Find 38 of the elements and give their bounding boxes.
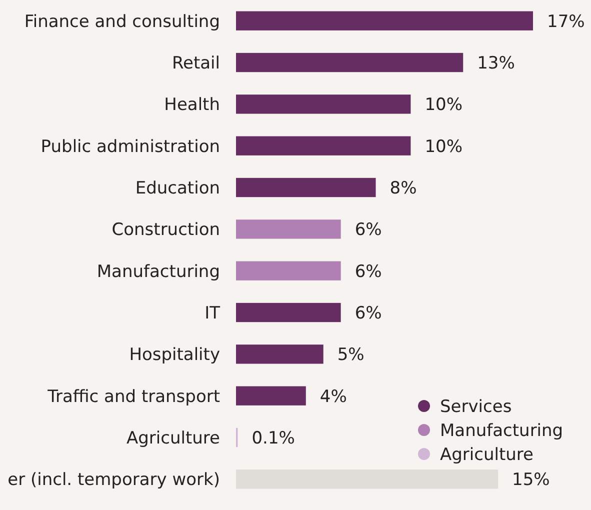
y-tick-label: Construction [112, 220, 220, 240]
bar [236, 136, 411, 156]
legend-label: Agriculture [440, 444, 534, 465]
data-label: 4% [320, 386, 347, 407]
bar [236, 52, 464, 72]
legend-label: Services [440, 396, 512, 417]
bar [236, 178, 376, 198]
data-label: 5% [337, 345, 364, 366]
y-tick-label: Education [135, 178, 220, 198]
data-label: 17% [547, 12, 585, 32]
data-label: 15% [512, 470, 550, 490]
data-label: 8% [390, 178, 417, 198]
bar [236, 386, 306, 406]
bar [236, 261, 341, 280]
y-tick-label: Health [164, 95, 220, 116]
y-tick-label: Agriculture [126, 428, 220, 448]
bar [236, 11, 533, 30]
data-label: 13% [477, 53, 515, 74]
y-tick-label: Traffic and transport [46, 386, 220, 407]
y-tick-label: Retail [172, 53, 220, 74]
bar [236, 470, 498, 489]
y-tick-label: Public administration [40, 136, 220, 157]
data-label: 6% [354, 262, 382, 282]
y-tick-label: er (incl. temporary work) [8, 470, 220, 490]
y-tick-label: Manufacturing [96, 262, 220, 282]
y-tick-label: Finance and consulting [24, 12, 220, 32]
bar [236, 302, 341, 322]
bar [236, 344, 324, 364]
data-label: 6% [354, 303, 382, 324]
bar [236, 220, 341, 239]
data-label: 10% [424, 136, 463, 157]
legend-label: Manufacturing [440, 420, 564, 441]
bar [236, 94, 411, 114]
data-label: 6% [354, 220, 382, 240]
y-tick-label: IT [204, 303, 221, 324]
data-label: 10% [424, 95, 463, 116]
data-label: 0.1% [252, 428, 295, 448]
y-tick-label: Hospitality [129, 345, 220, 366]
